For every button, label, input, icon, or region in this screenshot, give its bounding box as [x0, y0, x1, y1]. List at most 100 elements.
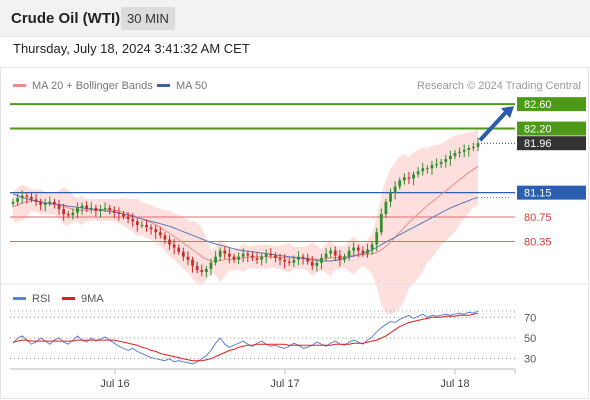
candle-body	[108, 207, 112, 211]
candle-body	[172, 244, 176, 248]
candle-body	[462, 149, 466, 152]
candle-body	[117, 212, 121, 214]
candle-body	[458, 151, 461, 153]
candle-body	[76, 207, 79, 213]
timeframe-button[interactable]: 30 MIN	[121, 7, 175, 30]
candle-body	[126, 216, 130, 219]
rsi-tick-label: 70	[524, 312, 536, 324]
candle-body	[412, 174, 415, 179]
candle-body	[140, 224, 144, 226]
candle-body	[449, 156, 452, 160]
candle-body	[16, 198, 19, 202]
candle-body	[177, 247, 181, 252]
candle-body	[122, 213, 125, 217]
candle-body	[131, 218, 135, 222]
candle-body	[379, 213, 383, 233]
legend-item-9ma: 9MA	[62, 293, 104, 305]
candle-body	[181, 251, 185, 257]
candle-body	[168, 239, 171, 245]
candle-body	[476, 143, 480, 147]
x-tick-label: Jul 17	[270, 378, 299, 390]
candle-body	[398, 180, 402, 187]
candle-body	[324, 253, 328, 258]
candle-body	[347, 250, 351, 257]
candle-body	[145, 224, 148, 228]
label-pivot-bg	[517, 185, 586, 200]
candle-body	[214, 256, 217, 263]
candle-body	[306, 257, 310, 262]
candle-body	[43, 203, 47, 205]
chart-header: Crude Oil (WTI) 30 MIN	[0, 0, 590, 37]
legend-label-ma20: MA 20 + Bollinger Bands	[32, 80, 153, 92]
candle-body	[439, 162, 443, 164]
candle-body	[39, 201, 42, 205]
label-support-2: 80.35	[524, 236, 552, 248]
candle-body	[292, 259, 296, 263]
candle-body	[20, 195, 24, 199]
legend-label-9ma: 9MA	[81, 293, 104, 305]
candle-body	[241, 253, 245, 257]
rsi-ma9-line	[12, 312, 479, 362]
candle-body	[416, 171, 420, 175]
rsi-line	[12, 310, 479, 365]
candle-body	[393, 186, 397, 193]
candle-body	[85, 205, 89, 210]
candle-body	[251, 255, 254, 258]
candle-body	[246, 253, 250, 256]
candle-body	[11, 201, 15, 204]
candle-body	[361, 250, 365, 254]
candle-body	[310, 261, 314, 266]
label-pivot: 81.15	[524, 188, 552, 200]
label-resistance-2: 82.20	[524, 124, 552, 136]
candle-body	[333, 250, 337, 256]
candle-body	[260, 256, 263, 260]
chart-frame	[0, 67, 589, 399]
candle-body	[66, 213, 70, 216]
candle-body	[370, 244, 374, 250]
candle-body	[25, 195, 29, 197]
candle-body	[356, 247, 360, 251]
candle-body	[80, 205, 84, 208]
candle-body	[315, 262, 319, 266]
candle-body	[283, 259, 287, 262]
instrument-title: Crude Oil (WTI)	[11, 10, 121, 27]
copyright-text: Research © 2024 Trading Central	[416, 80, 581, 92]
candle-body	[200, 270, 204, 272]
candle-body	[48, 201, 52, 203]
candle-body	[472, 146, 475, 149]
candle-body	[204, 268, 208, 272]
candle-body	[191, 259, 194, 266]
candle-body	[135, 221, 139, 225]
candle-body	[209, 262, 213, 269]
candle-body	[94, 207, 98, 211]
candle-body	[278, 257, 282, 260]
ma50-swatch	[157, 83, 170, 87]
candle-body	[301, 256, 305, 258]
candle-body	[34, 199, 38, 202]
candle-body	[425, 168, 429, 170]
candle-body	[430, 165, 434, 169]
legend-label-rsi: RSI	[32, 293, 51, 305]
candle-body	[62, 209, 66, 214]
forecast-arrow-shaft	[478, 110, 508, 142]
candle-body	[232, 256, 236, 260]
candle-body	[366, 249, 369, 254]
candle-body	[297, 256, 300, 260]
legend-item-ma50: MA 50	[157, 80, 207, 92]
candle-body	[320, 257, 323, 263]
candle-body	[218, 250, 222, 257]
label-last-price: 81.96	[524, 138, 552, 150]
candle-body	[195, 265, 199, 271]
timestamp: Thursday, July 18, 2024 3:41:32 AM CET	[13, 41, 250, 56]
candle-body	[223, 250, 227, 254]
candle-body	[103, 207, 107, 210]
candle-body	[435, 163, 438, 166]
candle-body	[264, 253, 268, 257]
candle-body	[389, 192, 392, 202]
label-resistance-2-bg	[517, 121, 586, 136]
candle-body	[375, 232, 379, 245]
x-tick-label: Jul 16	[100, 378, 129, 390]
candle-body	[407, 177, 411, 179]
